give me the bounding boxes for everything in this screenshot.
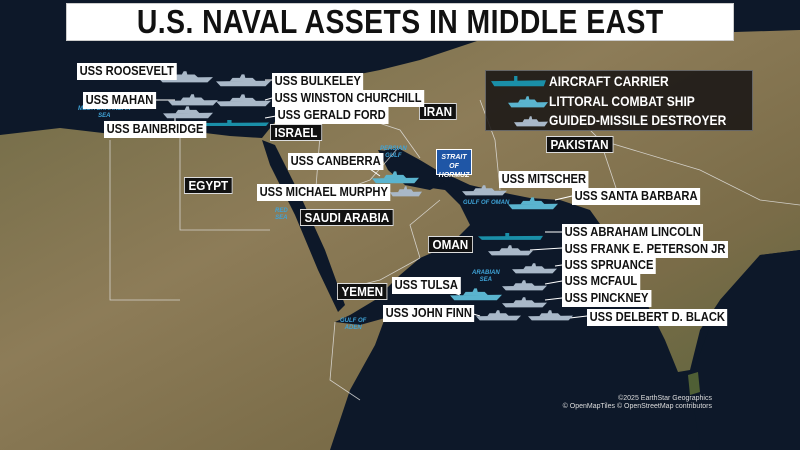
ship-label-canberra: USS CANBERRA bbox=[288, 153, 384, 170]
legend-label: GUIDED-MISSILE DESTROYER bbox=[549, 112, 727, 128]
aircraft-carrier-icon bbox=[478, 228, 543, 240]
littoral-combat-ship-icon bbox=[450, 287, 502, 301]
credit-earthstar: ©2025 EarthStar Geographics bbox=[618, 395, 712, 402]
ship-label-peterson: USS FRANK E. PETERSON JR bbox=[562, 241, 729, 258]
sea-label-gulf-of-aden: GULF OF ADEN bbox=[340, 318, 367, 331]
guided-missile-destroyer-icon bbox=[528, 308, 573, 321]
sea-label-gulf-of-oman: GULF OF OMAN bbox=[463, 200, 510, 206]
country-label-yemen: YEMEN bbox=[337, 283, 388, 300]
guided-missile-destroyer-icon bbox=[390, 184, 422, 197]
title-banner: U.S. NAVAL ASSETS IN MIDDLE EAST bbox=[66, 3, 734, 41]
country-label-iran: IRAN bbox=[419, 103, 457, 120]
ship-label-mitscher: USS MITSCHER bbox=[499, 171, 589, 188]
country-label-saudi-arabia: SAUDI ARABIA bbox=[300, 209, 394, 226]
guided-missile-destroyer-icon bbox=[514, 114, 548, 127]
ship-label-roosevelt: USS ROOSEVELT bbox=[77, 63, 177, 80]
legend-item-guided-missile-destroyer: GUIDED-MISSILE DESTROYER bbox=[486, 111, 752, 130]
guided-missile-destroyer-icon bbox=[488, 243, 533, 256]
country-label-oman: OMAN bbox=[428, 236, 473, 253]
guided-missile-destroyer-icon bbox=[502, 278, 547, 291]
sea-label-arabian-sea: ARABIAN SEA bbox=[472, 270, 500, 283]
guided-missile-destroyer-icon bbox=[462, 183, 507, 196]
littoral-combat-ship-icon bbox=[508, 95, 548, 108]
littoral-combat-ship-icon bbox=[508, 196, 558, 210]
ship-label-lincoln: USS ABRAHAM LINCOLN bbox=[562, 224, 704, 241]
ship-label-bulkeley: USS BULKELEY bbox=[272, 73, 364, 90]
legend-label: AIRCRAFT CARRIER bbox=[549, 73, 669, 89]
aircraft-carrier-icon bbox=[491, 75, 546, 87]
ship-label-mahan: USS MAHAN bbox=[83, 92, 156, 109]
guided-missile-destroyer-icon bbox=[216, 73, 271, 87]
ship-label-tulsa: USS TULSA bbox=[392, 277, 461, 294]
ship-label-mcfaul: USS MCFAUL bbox=[562, 273, 640, 290]
legend-item-aircraft-carrier: AIRCRAFT CARRIER bbox=[486, 72, 752, 91]
red-sea bbox=[262, 140, 345, 312]
country-label-pakistan: PAKISTAN bbox=[546, 136, 614, 153]
persian-gulf bbox=[378, 150, 445, 190]
ship-label-john-finn: USS JOHN FINN bbox=[383, 305, 475, 322]
sea-label-mediterranean: MEDITERRANEAN SEA bbox=[78, 106, 131, 119]
legend: AIRCRAFT CARRIER LITTORAL COMBAT SHIP GU… bbox=[485, 70, 753, 131]
legend-item-littoral-combat-ship: LITTORAL COMBAT SHIP bbox=[486, 92, 752, 111]
ship-label-delbert-black: USS DELBERT D. BLACK bbox=[587, 309, 728, 326]
guided-missile-destroyer-icon bbox=[476, 308, 521, 321]
aircraft-carrier-icon bbox=[197, 114, 269, 126]
sea-label-persian-gulf: PERSIAN GULF bbox=[380, 146, 407, 159]
country-label-israel: ISRAEL bbox=[270, 124, 322, 141]
littoral-combat-ship-icon bbox=[372, 170, 419, 184]
page-title: U.S. NAVAL ASSETS IN MIDDLE EAST bbox=[136, 3, 664, 40]
guided-missile-destroyer-icon bbox=[163, 105, 213, 119]
guided-missile-destroyer-icon bbox=[512, 261, 557, 274]
ship-label-spruance: USS SPRUANCE bbox=[562, 257, 656, 274]
guided-missile-destroyer-icon bbox=[216, 93, 271, 107]
ship-label-churchill: USS WINSTON CHURCHILL bbox=[272, 90, 425, 107]
legend-label: LITTORAL COMBAT SHIP bbox=[549, 93, 695, 109]
ship-label-bainbridge: USS BAINBRIDGE bbox=[104, 121, 207, 138]
sea-label-red-sea: RED SEA bbox=[275, 208, 288, 221]
credit-openmaptiles: © OpenMapTiles © OpenStreetMap contribut… bbox=[562, 403, 712, 410]
guided-missile-destroyer-icon bbox=[168, 93, 218, 106]
country-label-egypt: EGYPT bbox=[184, 177, 233, 194]
strait-of-hormuz-label: STRAIT OF HORMUZ bbox=[436, 149, 472, 179]
ship-label-santa-barbara: USS SANTA BARBARA bbox=[572, 188, 701, 205]
ship-label-ford: USS GERALD FORD bbox=[275, 107, 389, 124]
ship-label-pinckney: USS PINCKNEY bbox=[562, 290, 652, 307]
ship-label-murphy: USS MICHAEL MURPHY bbox=[257, 184, 391, 201]
guided-missile-destroyer-icon bbox=[502, 295, 547, 308]
